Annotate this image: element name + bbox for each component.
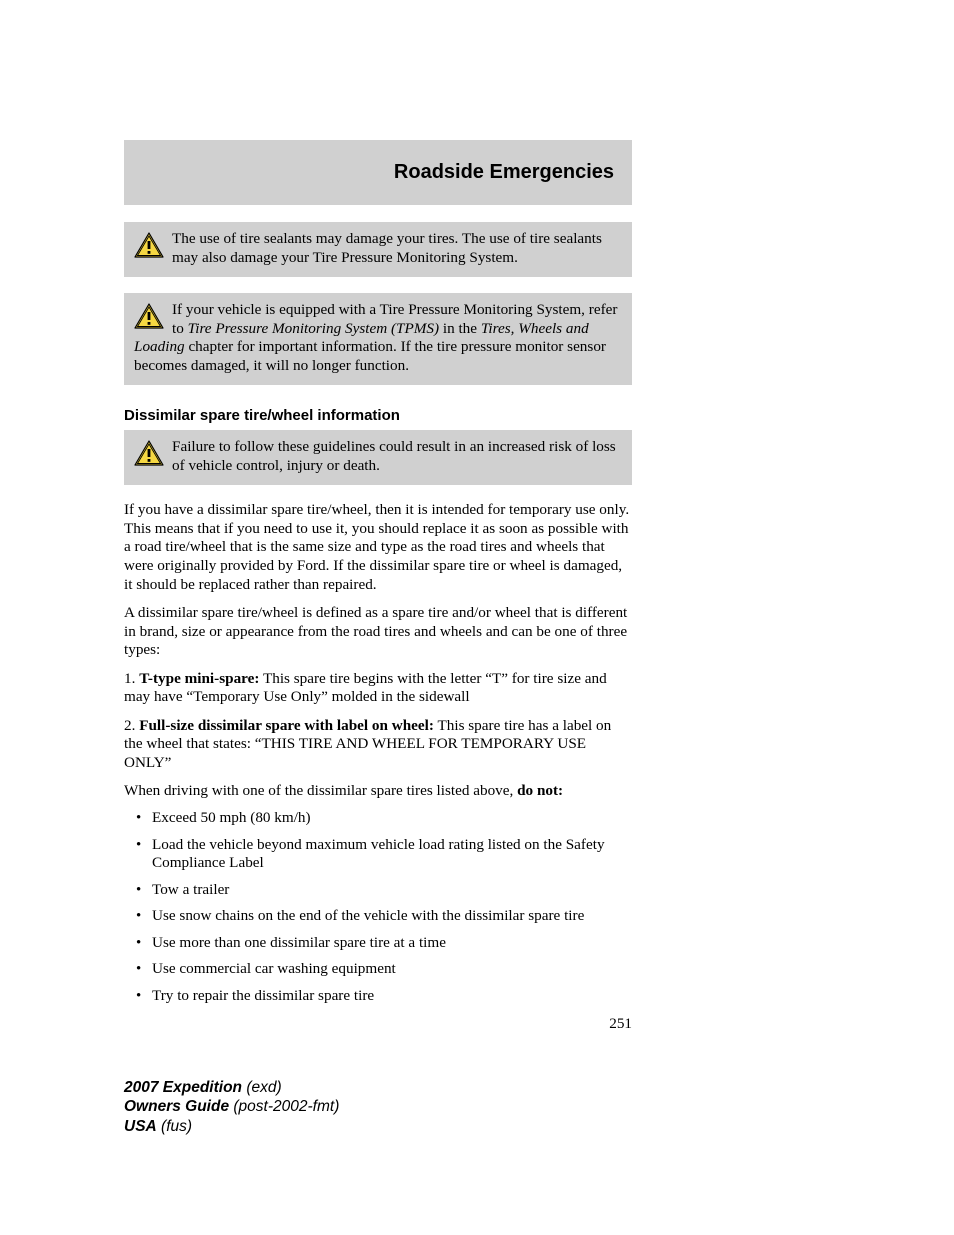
subsection-heading: Dissimilar spare tire/wheel information bbox=[124, 407, 632, 424]
warn2-post: chapter for important information. If th… bbox=[134, 338, 606, 374]
footer-l2-ital: (post-2002-fmt) bbox=[229, 1098, 339, 1115]
p3-num: 1. bbox=[124, 670, 139, 687]
footer-l3-ital: (fus) bbox=[157, 1118, 192, 1135]
p4-num: 2. bbox=[124, 717, 139, 734]
footer: 2007 Expedition (exd) Owners Guide (post… bbox=[124, 1078, 339, 1136]
p3-bold: T-type mini-spare: bbox=[139, 670, 259, 687]
list-item: Try to repair the dissimilar spare tire bbox=[124, 987, 632, 1006]
warning-text-2: If your vehicle is equipped with a Tire … bbox=[134, 301, 622, 375]
warning-text-3: Failure to follow these guidelines could… bbox=[134, 438, 622, 475]
page: Roadside Emergencies The use of tire sea… bbox=[0, 0, 954, 1235]
footer-line-1: 2007 Expedition (exd) bbox=[124, 1078, 339, 1097]
warning-box-2: If your vehicle is equipped with a Tire … bbox=[124, 293, 632, 385]
paragraph-1: If you have a dissimilar spare tire/whee… bbox=[124, 501, 632, 594]
paragraph-2: A dissimilar spare tire/wheel is defined… bbox=[124, 604, 632, 660]
section-title: Roadside Emergencies bbox=[394, 161, 614, 184]
paragraph-4: 2. Full-size dissimilar spare with label… bbox=[124, 717, 632, 773]
donot-list: Exceed 50 mph (80 km/h) Load the vehicle… bbox=[124, 809, 632, 1005]
paragraph-3: 1. T-type mini-spare: This spare tire be… bbox=[124, 670, 632, 707]
list-item: Exceed 50 mph (80 km/h) bbox=[124, 809, 632, 828]
footer-line-3: USA (fus) bbox=[124, 1117, 339, 1136]
list-item: Use snow chains on the end of the vehicl… bbox=[124, 907, 632, 926]
paragraph-5: When driving with one of the dissimilar … bbox=[124, 782, 632, 801]
footer-line-2: Owners Guide (post-2002-fmt) bbox=[124, 1097, 339, 1116]
warning-box-1: The use of tire sealants may damage your… bbox=[124, 222, 632, 277]
warning-text-1: The use of tire sealants may damage your… bbox=[134, 230, 622, 267]
warning-icon bbox=[134, 303, 164, 334]
footer-l1-bold: 2007 Expedition bbox=[124, 1079, 242, 1096]
section-header-bar: Roadside Emergencies bbox=[124, 140, 632, 205]
list-item: Use more than one dissimilar spare tire … bbox=[124, 934, 632, 953]
p5-pre: When driving with one of the dissimilar … bbox=[124, 782, 517, 799]
footer-l1-ital: (exd) bbox=[242, 1079, 282, 1096]
warn2-ital1: Tire Pressure Monitoring System (TPMS) bbox=[188, 320, 439, 337]
list-item: Use commercial car washing equipment bbox=[124, 960, 632, 979]
warn2-mid: in the bbox=[439, 320, 481, 337]
warning-icon bbox=[134, 440, 164, 471]
list-item: Tow a trailer bbox=[124, 881, 632, 900]
p5-bold: do not: bbox=[517, 782, 563, 799]
content-area: The use of tire sealants may damage your… bbox=[124, 222, 632, 1005]
footer-l3-bold: USA bbox=[124, 1118, 157, 1135]
page-number: 251 bbox=[609, 1015, 632, 1033]
warning-icon bbox=[134, 232, 164, 263]
p4-bold: Full-size dissimilar spare with label on… bbox=[139, 717, 434, 734]
list-item: Load the vehicle beyond maximum vehicle … bbox=[124, 836, 632, 873]
warning-box-3: Failure to follow these guidelines could… bbox=[124, 430, 632, 485]
footer-l2-bold: Owners Guide bbox=[124, 1098, 229, 1115]
